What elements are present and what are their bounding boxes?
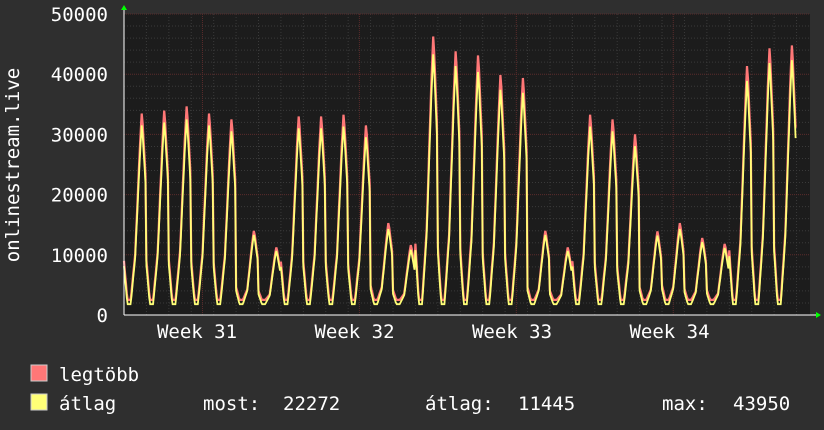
plot-background [124, 14, 810, 315]
x-tick-label: Week 32 [314, 321, 394, 343]
series-atlag-line [123, 54, 797, 306]
y-axis-label: onlinestream.live [2, 68, 24, 262]
y-tick-label: 0 [97, 305, 108, 327]
y-tick-label: 30000 [51, 124, 108, 146]
y-tick-label: 50000 [51, 4, 108, 26]
x-tick-label: Week 34 [629, 321, 709, 343]
stat-atlag-label: átlag: [425, 393, 494, 415]
stat-atlag-value: 11445 [518, 393, 575, 415]
legend-label-legtobb: legtöbb [59, 364, 139, 386]
y-tick-label: 40000 [51, 64, 108, 86]
legend-swatch-atlag [30, 393, 48, 411]
stat-most-value: 22272 [283, 393, 340, 415]
plot-area: 0 10000 20000 30000 40000 50000 Week 31 Week 32… [51, 4, 821, 343]
x-axis-arrow [816, 312, 821, 318]
x-tick-label: Week 31 [157, 321, 237, 343]
y-axis-arrow [121, 5, 127, 10]
y-tick-label: 20000 [51, 185, 108, 207]
stat-most-label: most: [203, 393, 260, 415]
stat-max-label: max: [662, 393, 708, 415]
stat-max-value: 43950 [733, 393, 790, 415]
legend-label-atlag: átlag [59, 393, 116, 415]
y-tick-label: 10000 [51, 245, 108, 267]
x-tick-label: Week 33 [472, 321, 552, 343]
legend-swatch-legtobb [30, 364, 48, 382]
legend: legtöbb átlag most: 22272 átlag: 11445 m… [30, 364, 790, 415]
